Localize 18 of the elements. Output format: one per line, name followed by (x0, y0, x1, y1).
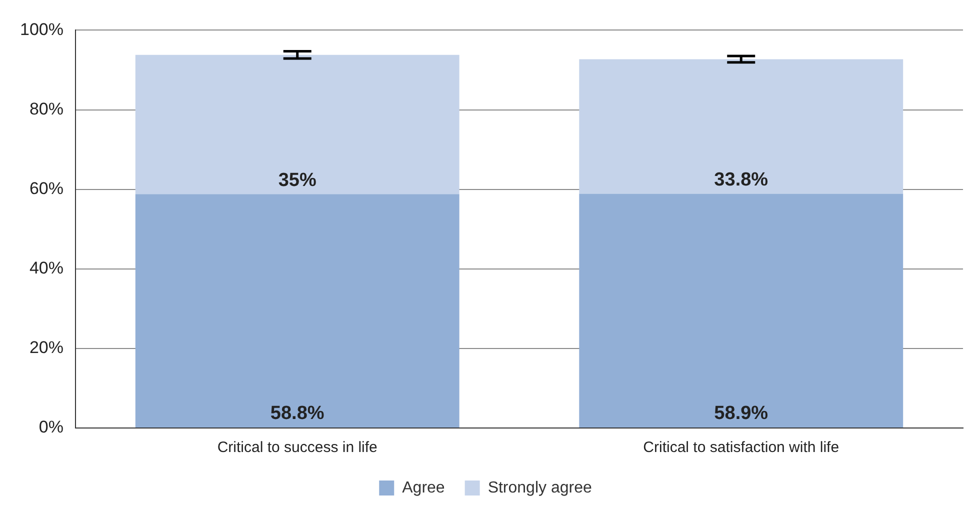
legend-label: Agree (402, 479, 445, 496)
x-tick-label: Critical to satisfaction with life (643, 439, 840, 456)
y-tick-label: 60% (29, 179, 64, 198)
bar (135, 54, 460, 194)
x-tick-label: Critical to success in life (217, 439, 378, 456)
y-tick-label: 20% (29, 338, 64, 358)
data-label: 33.8% (714, 169, 768, 190)
legend-label: Strongly agree (488, 479, 592, 496)
y-tick-label: 100% (20, 20, 64, 39)
bar (579, 59, 904, 194)
data-label: 58.9% (714, 403, 768, 424)
y-tick-label: 80% (29, 99, 64, 118)
y-tick-label: 40% (29, 258, 64, 278)
data-label: 58.8% (270, 403, 324, 424)
bar (579, 194, 904, 428)
y-tick-label: 0% (38, 418, 64, 437)
bar (135, 194, 460, 428)
data-label: 35% (278, 170, 316, 191)
